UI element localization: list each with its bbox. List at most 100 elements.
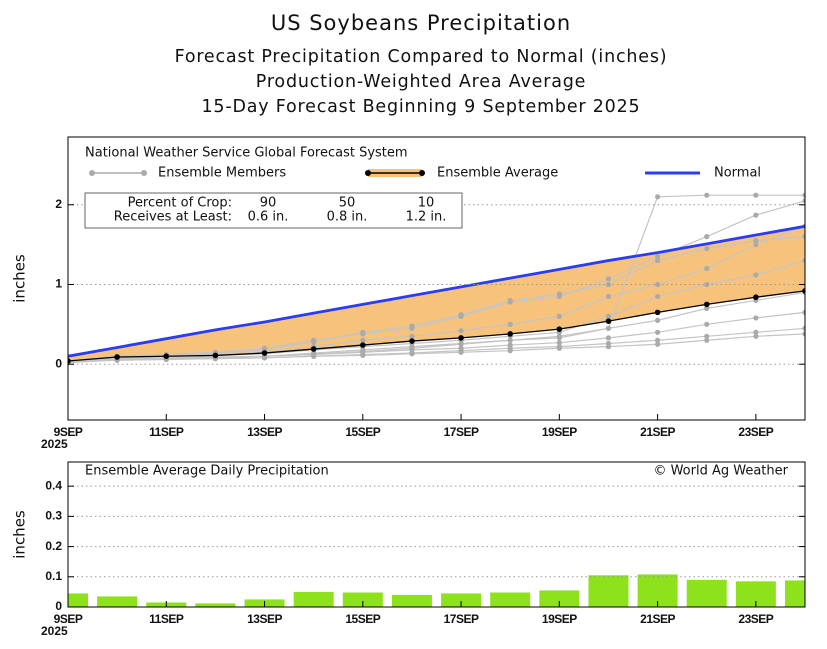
member-point (311, 353, 317, 359)
member-point (753, 238, 759, 244)
y-axis-label: inches (11, 254, 29, 303)
member-point (802, 198, 805, 204)
member-point (360, 329, 366, 335)
member-point (753, 272, 759, 278)
member-point (311, 339, 317, 345)
x-tick-label: 11SEP (149, 612, 184, 626)
bar (539, 590, 580, 607)
x-tick-label: 19SEP (542, 612, 577, 626)
member-point (802, 192, 805, 198)
member-line (68, 291, 805, 363)
title: US Soybeans Precipitation (271, 11, 571, 35)
member-point (360, 337, 366, 343)
y-axis-label: inches (11, 510, 29, 559)
average-point (163, 353, 170, 360)
plot-layer (68, 192, 805, 366)
legend-swatch (141, 170, 147, 176)
legend-swatch (419, 170, 425, 176)
member-point (507, 337, 513, 343)
legend-label: Ensemble Members (158, 166, 286, 181)
x-year-label: 2025 (41, 437, 68, 451)
panel-title: Ensemble Average Daily Precipitation (85, 464, 329, 479)
member-point (655, 257, 661, 264)
average-point (556, 326, 563, 332)
average-point (360, 342, 366, 348)
member-point (802, 257, 805, 264)
x-tick-label: 21SEP (640, 612, 675, 626)
x-year-label: 2025 (41, 624, 68, 638)
legend-label: Normal (714, 166, 761, 181)
series-line (68, 290, 805, 362)
bar (588, 575, 629, 607)
member-point (753, 333, 759, 339)
y-tick-label: 0 (55, 599, 62, 613)
y-tick-label: 1 (55, 277, 62, 291)
x-tick-label: 17SEP (444, 425, 479, 439)
member-point (655, 329, 661, 335)
member-point (409, 323, 415, 329)
member-point (704, 305, 710, 311)
crop-table-cell: 90 (260, 196, 277, 211)
average-point (261, 350, 268, 356)
legend-swatch (365, 170, 371, 176)
y-tick-label: 0.3 (45, 509, 62, 523)
member-point (556, 313, 562, 319)
member-point (556, 345, 562, 351)
y-tick-label: 0.4 (45, 478, 62, 492)
subtitle: Forecast Precipitation Compared to Norma… (175, 47, 668, 67)
x-tick-label: 17SEP (444, 612, 479, 626)
bar (785, 580, 805, 607)
y-tick-label: 2 (55, 197, 62, 211)
average-point (114, 354, 120, 360)
subtitle: Production-Weighted Area Average (256, 72, 586, 92)
bar (293, 591, 334, 607)
average-point (310, 346, 317, 352)
member-point (704, 246, 710, 252)
member-point (802, 325, 805, 331)
member-point (458, 328, 464, 334)
x-tick-label: 19SEP (542, 425, 577, 439)
member-point (655, 194, 661, 200)
x-tick-label: 13SEP (247, 612, 282, 626)
member-line (68, 311, 805, 363)
plot-layer (68, 574, 805, 607)
member-point (605, 344, 612, 350)
member-point (605, 276, 612, 282)
crop-table-cell: Percent of Crop: (128, 196, 232, 211)
member-point (458, 340, 464, 347)
x-tick-label: 23SEP (738, 612, 773, 626)
member-point (704, 192, 710, 198)
x-tick-label: 15SEP (345, 612, 380, 626)
member-point (753, 192, 759, 198)
member-point (507, 348, 513, 354)
member-point (556, 291, 562, 297)
annotation: National Weather Service Global Forecast… (85, 146, 408, 161)
average-point (409, 338, 415, 344)
credit: © World Ag Weather (653, 464, 788, 479)
member-point (605, 325, 612, 331)
crop-table-cell: 0.8 in. (327, 210, 368, 225)
member-point (704, 333, 710, 339)
bar (68, 593, 88, 607)
bar (490, 592, 531, 607)
average-point (68, 358, 71, 364)
member-point (655, 341, 661, 347)
member-point (802, 309, 805, 315)
bar (195, 603, 236, 607)
average-point (507, 331, 513, 337)
member-point (753, 315, 759, 321)
y-tick-label: 0.2 (45, 539, 62, 553)
average-point (703, 301, 710, 308)
member-point (704, 321, 710, 327)
plot-frame (67, 136, 806, 421)
member-point (507, 297, 513, 304)
crop-table-box (84, 192, 463, 229)
plot-frame (67, 461, 806, 608)
member-point (409, 351, 415, 357)
member-point (507, 321, 513, 327)
legend-label: Ensemble Average (437, 166, 558, 181)
member-point (360, 352, 366, 359)
crop-table-cell: 0.6 in. (248, 210, 289, 225)
member-point (753, 242, 759, 248)
